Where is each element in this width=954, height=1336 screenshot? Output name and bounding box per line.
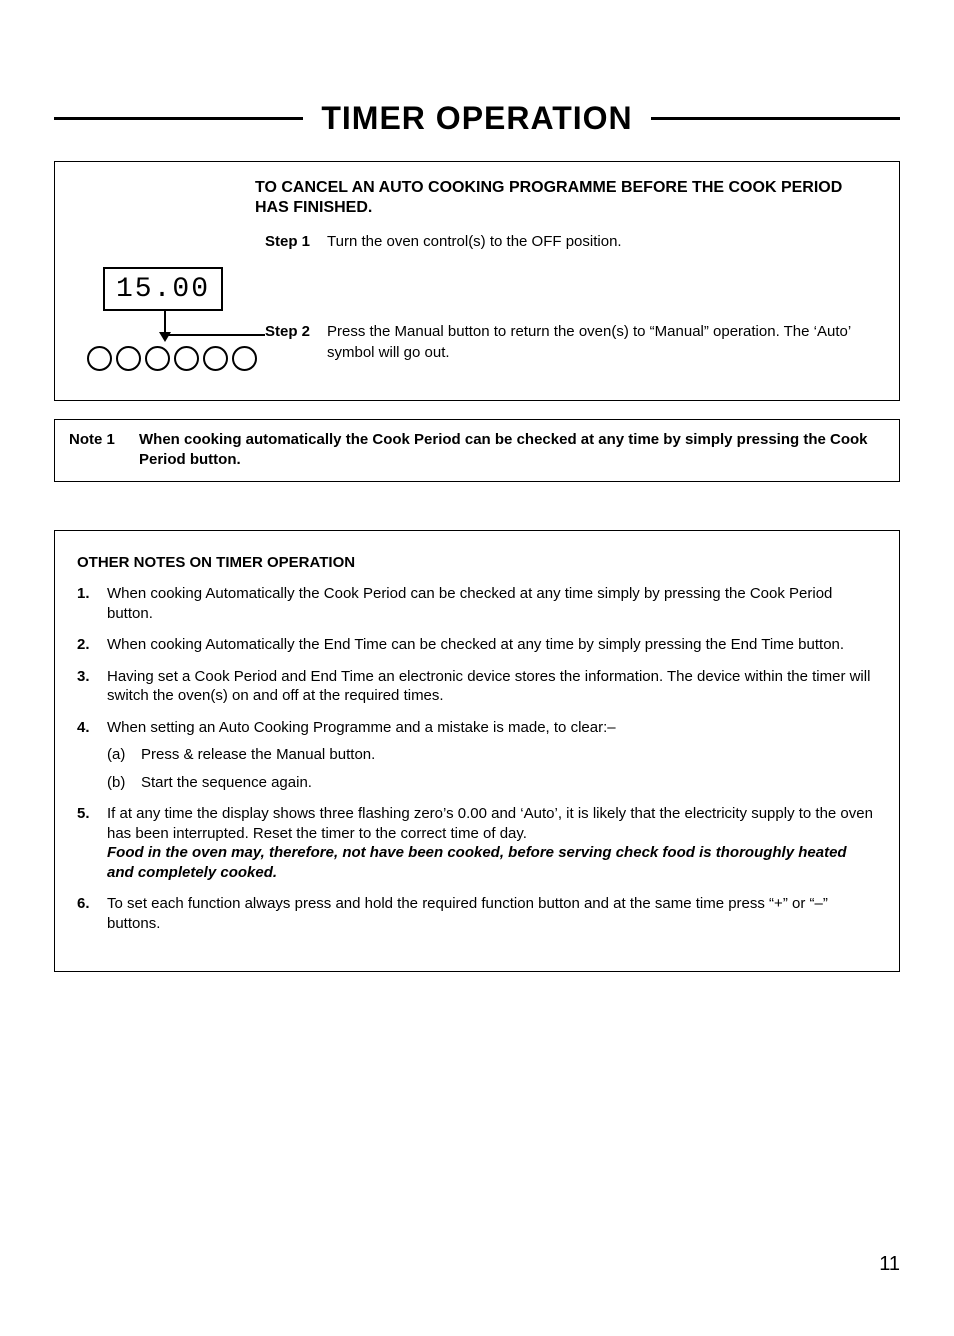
timer-button-1	[87, 346, 112, 371]
timer-button-5	[203, 346, 228, 371]
other-note-number: 1.	[77, 584, 107, 623]
title-row: TIMER OPERATION	[54, 100, 900, 137]
note-1-text: When cooking automatically the Cook Peri…	[139, 430, 885, 471]
other-note-body: Having set a Cook Period and End Time an…	[107, 667, 877, 706]
other-notes-list: 1.When cooking Automatically the Cook Pe…	[77, 584, 877, 933]
other-note-item: 2.When cooking Automatically the End Tim…	[77, 635, 877, 655]
timer-display: 15.00	[103, 267, 223, 311]
other-note-number: 2.	[77, 635, 107, 655]
other-note-text: Having set a Cook Period and End Time an…	[107, 667, 877, 706]
other-note-body: When setting an Auto Cooking Programme a…	[107, 718, 877, 793]
other-notes-box: OTHER NOTES ON TIMER OPERATION 1.When co…	[54, 530, 900, 973]
other-note-item: 4.When setting an Auto Cooking Programme…	[77, 718, 877, 793]
other-note-body: If at any time the display shows three f…	[107, 804, 877, 882]
other-note-item: 5.If at any time the display shows three…	[77, 804, 877, 882]
timer-diagram: 15.00	[85, 267, 275, 371]
title-rule-right	[651, 117, 900, 120]
other-note-subtext: Start the sequence again.	[141, 773, 312, 793]
other-note-subitem: (b)Start the sequence again.	[107, 773, 877, 793]
step-1-label: Step 1	[265, 232, 327, 252]
timer-buttons-row	[87, 346, 275, 371]
other-note-number: 4.	[77, 718, 107, 793]
other-note-item: 1.When cooking Automatically the Cook Pe…	[77, 584, 877, 623]
other-note-subtext: Press & release the Manual button.	[141, 745, 375, 765]
title-rule-left	[54, 117, 303, 120]
other-note-text: When cooking Automatically the End Time …	[107, 635, 877, 655]
other-note-body: When cooking Automatically the Cook Peri…	[107, 584, 877, 623]
other-note-item: 3.Having set a Cook Period and End Time …	[77, 667, 877, 706]
step-1-row: Step 1 Turn the oven control(s) to the O…	[265, 232, 879, 252]
timer-button-2	[116, 346, 141, 371]
other-note-emphasis: Food in the oven may, therefore, not hav…	[107, 843, 877, 882]
other-note-text: If at any time the display shows three f…	[107, 804, 877, 843]
note-1-label: Note 1	[69, 430, 139, 471]
other-note-text: When cooking Automatically the Cook Peri…	[107, 584, 877, 623]
step-2-text: Press the Manual button to return the ov…	[327, 322, 879, 363]
other-note-sublabel: (a)	[107, 745, 141, 765]
timer-button-4	[174, 346, 199, 371]
timer-button-6	[232, 346, 257, 371]
note-1-box: Note 1 When cooking automatically the Co…	[54, 419, 900, 482]
cancel-programme-box: TO CANCEL AN AUTO COOKING PROGRAMME BEFO…	[54, 161, 900, 401]
other-notes-heading: OTHER NOTES ON TIMER OPERATION	[77, 553, 877, 573]
step-2-row: Step 2 Press the Manual button to return…	[265, 322, 879, 363]
other-note-sublabel: (b)	[107, 773, 141, 793]
other-note-number: 5.	[77, 804, 107, 882]
step-1-text: Turn the oven control(s) to the OFF posi…	[327, 232, 879, 252]
other-note-text: To set each function always press and ho…	[107, 894, 877, 933]
other-note-text: When setting an Auto Cooking Programme a…	[107, 718, 877, 738]
other-note-number: 3.	[77, 667, 107, 706]
other-note-subitem: (a)Press & release the Manual button.	[107, 745, 877, 765]
page-title: TIMER OPERATION	[303, 100, 650, 137]
other-note-body: To set each function always press and ho…	[107, 894, 877, 933]
cancel-heading: TO CANCEL AN AUTO COOKING PROGRAMME BEFO…	[255, 178, 879, 218]
other-note-number: 6.	[77, 894, 107, 933]
other-note-item: 6.To set each function always press and …	[77, 894, 877, 933]
other-note-body: When cooking Automatically the End Time …	[107, 635, 877, 655]
arrow-icon	[155, 310, 185, 344]
timer-button-3	[145, 346, 170, 371]
page-number: 11	[879, 1253, 900, 1276]
